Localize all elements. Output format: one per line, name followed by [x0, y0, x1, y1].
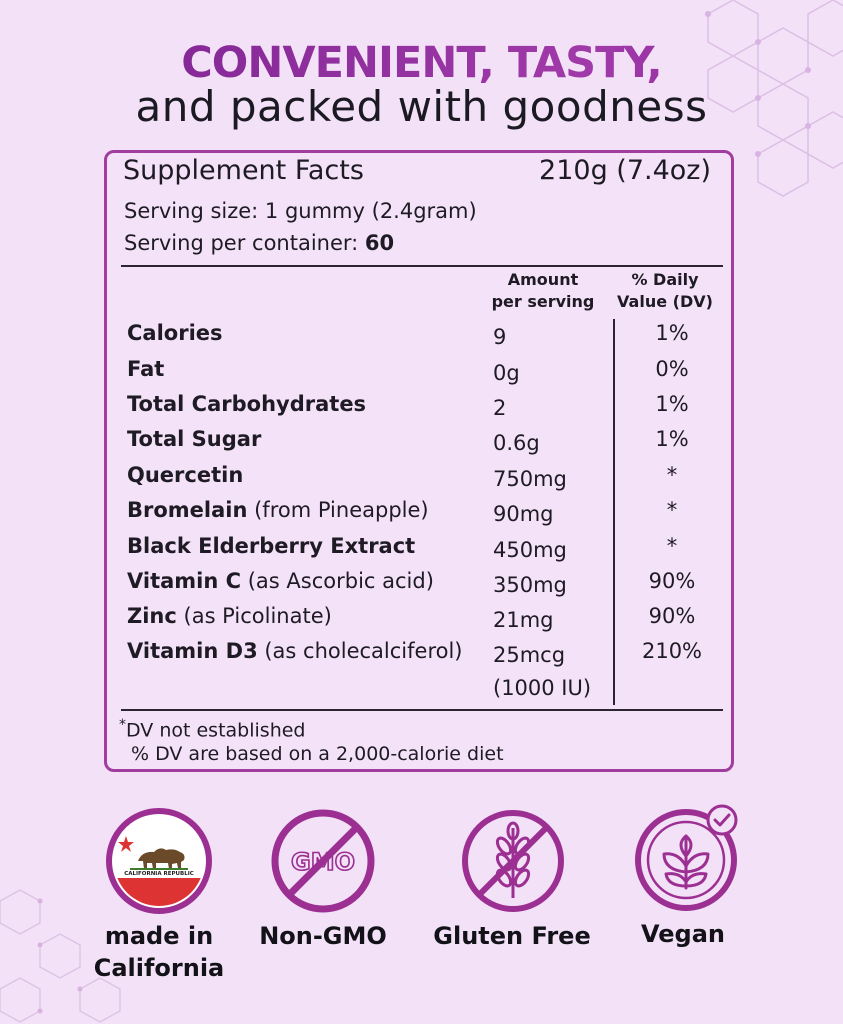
nutrient-row: Total Carbohydrates 2 1% — [107, 392, 731, 427]
nutrient-qualifier: (as Picolinate) — [176, 604, 332, 628]
facts-title: Supplement Facts — [123, 155, 364, 186]
nutrient-dv: * — [666, 463, 678, 487]
nutrient-dv: 90% — [648, 604, 696, 628]
nutrient-amount: 9 — [493, 325, 507, 349]
nutrient-amount: 0.6g — [493, 431, 540, 455]
nutrient-dv: 1% — [655, 427, 689, 451]
gluten-free-wheat-icon — [462, 810, 564, 912]
nutrient-label: Quercetin — [127, 463, 244, 487]
check-badge-icon — [706, 804, 738, 836]
nutrient-row: Quercetin 750mg * — [107, 463, 731, 498]
nutrient-name: Vitamin C (as Ascorbic acid) — [127, 569, 434, 593]
nutrient-amount: 2 — [493, 396, 507, 420]
footnote-text: DV not established — [126, 719, 306, 742]
nutrient-name: Total Sugar — [127, 427, 261, 451]
nutrient-dv: 90% — [648, 569, 696, 593]
serving-size: Serving size: 1 gummy (2.4gram) — [124, 199, 477, 223]
vegan-leaf-icon — [635, 804, 738, 911]
badge-label-california-line2: California — [93, 954, 225, 982]
nutrient-dv: * — [666, 498, 678, 522]
nutrient-amount-line1: 25mcg — [493, 643, 566, 667]
nutrient-label: Fat — [127, 357, 165, 381]
servings-per-container-value: 60 — [364, 231, 395, 255]
nutrient-name: Calories — [127, 321, 223, 345]
footnote-mark: * — [119, 717, 126, 733]
nutrient-label: Total Carbohydrates — [127, 392, 367, 416]
nutrient-label: Calories — [127, 321, 223, 345]
nutrient-dv: 1% — [655, 321, 689, 345]
nutrient-qualifier: (as Ascorbic acid) — [241, 569, 434, 593]
nutrient-name: Fat — [127, 357, 164, 381]
nutrient-label: Vitamin C — [127, 569, 242, 593]
nutrient-row: Black Elderberry Extract 450mg * — [107, 534, 731, 569]
column-header-daily-value: % Daily Value (DV) — [595, 269, 735, 313]
nutrient-qualifier: (as cholecalciferol) — [257, 639, 463, 663]
flag-caption: CALIFORNIA REPUBLIC — [124, 871, 194, 877]
badge-label-non-gmo: Non-GMO — [259, 922, 387, 950]
nutrient-amount: 350mg — [493, 573, 567, 597]
nutrient-label: Total Sugar — [127, 427, 262, 451]
column-header-dv-line2: Value (DV) — [617, 292, 713, 311]
footnote-dv-not-established: *DV not established — [119, 717, 305, 741]
nutrient-name: Black Elderberry Extract — [127, 534, 415, 558]
column-divider — [613, 319, 615, 705]
nutrient-label: Zinc — [127, 604, 177, 628]
nutrient-row: Total Sugar 0.6g 1% — [107, 427, 731, 462]
nutrient-name: Zinc (as Picolinate) — [127, 604, 332, 628]
badge-label-vegan: Vegan — [641, 920, 725, 948]
servings-per-container: Serving per container: 60 — [124, 231, 394, 255]
column-header-dv-line1: % Daily — [631, 270, 699, 289]
nutrient-row: Bromelain (from Pineapple) 90mg * — [107, 498, 731, 533]
nutrient-dv: 210% — [641, 639, 703, 663]
divider-bottom — [121, 709, 723, 711]
column-header-amount-line1: Amount — [507, 270, 579, 289]
nutrient-row: Calories 9 1% — [107, 321, 731, 356]
badge-label-california: made in California — [86, 920, 232, 984]
badge-label-gluten-free: Gluten Free — [433, 922, 591, 950]
column-header-amount-line2: per serving — [491, 292, 595, 311]
nutrient-name: Vitamin D3 (as cholecalciferol) — [127, 639, 463, 663]
nutrient-dv: * — [666, 534, 678, 558]
badge-label-california-line1: made in — [104, 922, 214, 950]
nutrient-name: Quercetin — [127, 463, 243, 487]
headline-secondary: and packed with goodness — [135, 82, 708, 131]
nutrient-name: Bromelain (from Pineapple) — [127, 498, 429, 522]
headline-primary: CONVENIENT, TASTY, — [0, 38, 843, 88]
nutrient-amount: 450mg — [493, 538, 567, 562]
nutrient-label: Bromelain — [127, 498, 248, 522]
nutrient-dv: 0% — [655, 357, 689, 381]
nutrient-name: Total Carbohydrates — [127, 392, 366, 416]
nutrient-row: Fat 0g 0% — [107, 357, 731, 392]
column-header-amount: Amount per serving — [473, 269, 613, 313]
nutrient-amount: 750mg — [493, 467, 567, 491]
nutrient-label: Black Elderberry Extract — [127, 534, 416, 558]
supplement-facts-panel: Supplement Facts 210g (7.4oz) Serving si… — [104, 150, 734, 772]
gmo-icon-text: GMO — [291, 848, 355, 876]
nutrient-row: Vitamin C (as Ascorbic acid) 350mg 90% — [107, 569, 731, 604]
nutrient-amount-line2: (1000 IU) — [493, 676, 592, 700]
servings-per-container-label: Serving per container: — [124, 231, 365, 255]
divider-top — [121, 265, 723, 267]
nutrient-amount: 25mcg (1000 IU) — [493, 639, 591, 705]
nutrient-amount: 0g — [493, 361, 520, 385]
no-gmo-icon: GMO — [271, 809, 375, 913]
nutrient-amount: 21mg — [493, 608, 554, 632]
california-bear-flag-icon: CALIFORNIA REPUBLIC — [106, 808, 212, 914]
net-weight: 210g (7.4oz) — [539, 155, 711, 186]
nutrient-amount: 90mg — [493, 502, 554, 526]
nutrient-dv: 1% — [655, 392, 689, 416]
nutrient-qualifier: (from Pineapple) — [247, 498, 429, 522]
nutrient-row: Zinc (as Picolinate) 21mg 90% — [107, 604, 731, 639]
footnote-dv-basis: % DV are based on a 2,000-calorie diet — [131, 743, 504, 765]
nutrient-row: Vitamin D3 (as cholecalciferol) 25mcg (10… — [107, 639, 731, 707]
nutrient-label: Vitamin D3 — [127, 639, 258, 663]
